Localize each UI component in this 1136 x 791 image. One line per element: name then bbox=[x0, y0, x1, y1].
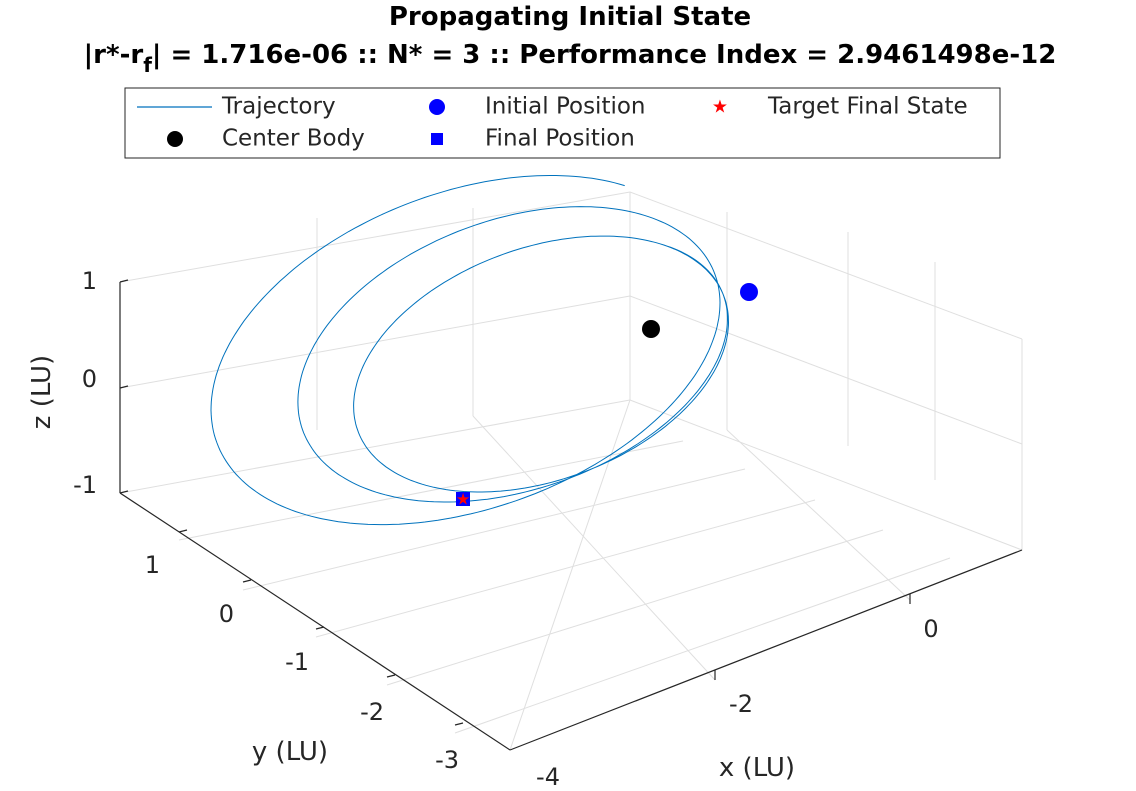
points-layer: ★ bbox=[456, 283, 758, 509]
subtitle-subscript: f bbox=[143, 53, 152, 77]
z-tick-label: 1 bbox=[82, 267, 97, 295]
subtitle-rest: | = 1.716e-06 :: N* = 3 :: Performance I… bbox=[152, 40, 1056, 70]
trajectory-layer bbox=[210, 175, 730, 526]
legend-initial-position-marker bbox=[429, 99, 445, 115]
subtitle-prefix: |r*-r bbox=[84, 40, 144, 70]
legend-label: Initial Position bbox=[485, 94, 646, 120]
target-final-state-point: ★ bbox=[456, 490, 470, 509]
initial-position-point bbox=[740, 283, 758, 301]
legend-star-icon: ★ bbox=[712, 97, 728, 118]
legend-final-position-marker bbox=[431, 133, 443, 145]
final-position-point bbox=[456, 492, 470, 506]
legend: Trajectory Initial Position ★ Target Fin… bbox=[124, 87, 1001, 159]
y-tick-labels: 1 0 -1 -2 -3 bbox=[145, 551, 459, 774]
z-tick-label: -1 bbox=[73, 471, 97, 499]
legend-center-body-marker bbox=[167, 131, 183, 147]
chart-subtitle: |r*-rf| = 1.716e-06 :: N* = 3 :: Perform… bbox=[84, 40, 1057, 77]
x-tick-label: 0 bbox=[923, 615, 938, 643]
legend-label: Target Final State bbox=[767, 94, 968, 120]
y-tick-label: 0 bbox=[219, 600, 234, 628]
x-tick-labels: -4 -2 0 bbox=[536, 615, 939, 791]
legend-label: Trajectory bbox=[221, 94, 336, 120]
x-tick-label: -2 bbox=[729, 690, 753, 718]
y-tick-label: 1 bbox=[145, 551, 160, 579]
axes bbox=[119, 279, 1023, 751]
y-tick-label: -3 bbox=[435, 746, 459, 774]
grid bbox=[119, 191, 1023, 751]
center-body-point bbox=[642, 320, 660, 338]
y-axis-label: y (LU) bbox=[252, 737, 328, 767]
z-axis-label: z (LU) bbox=[27, 355, 57, 429]
legend-label: Center Body bbox=[222, 126, 365, 152]
y-tick-label: -2 bbox=[360, 698, 384, 726]
x-tick-label: -4 bbox=[536, 763, 560, 791]
legend-box bbox=[124, 87, 1001, 159]
z-tick-labels: 1 0 -1 bbox=[73, 267, 97, 499]
chart-title: Propagating Initial State bbox=[389, 2, 751, 32]
y-tick-label: -1 bbox=[285, 648, 309, 676]
trajectory-line bbox=[210, 175, 730, 526]
x-axis-label: x (LU) bbox=[719, 753, 795, 783]
legend-label: Final Position bbox=[485, 126, 635, 152]
z-tick-label: 0 bbox=[82, 365, 97, 393]
